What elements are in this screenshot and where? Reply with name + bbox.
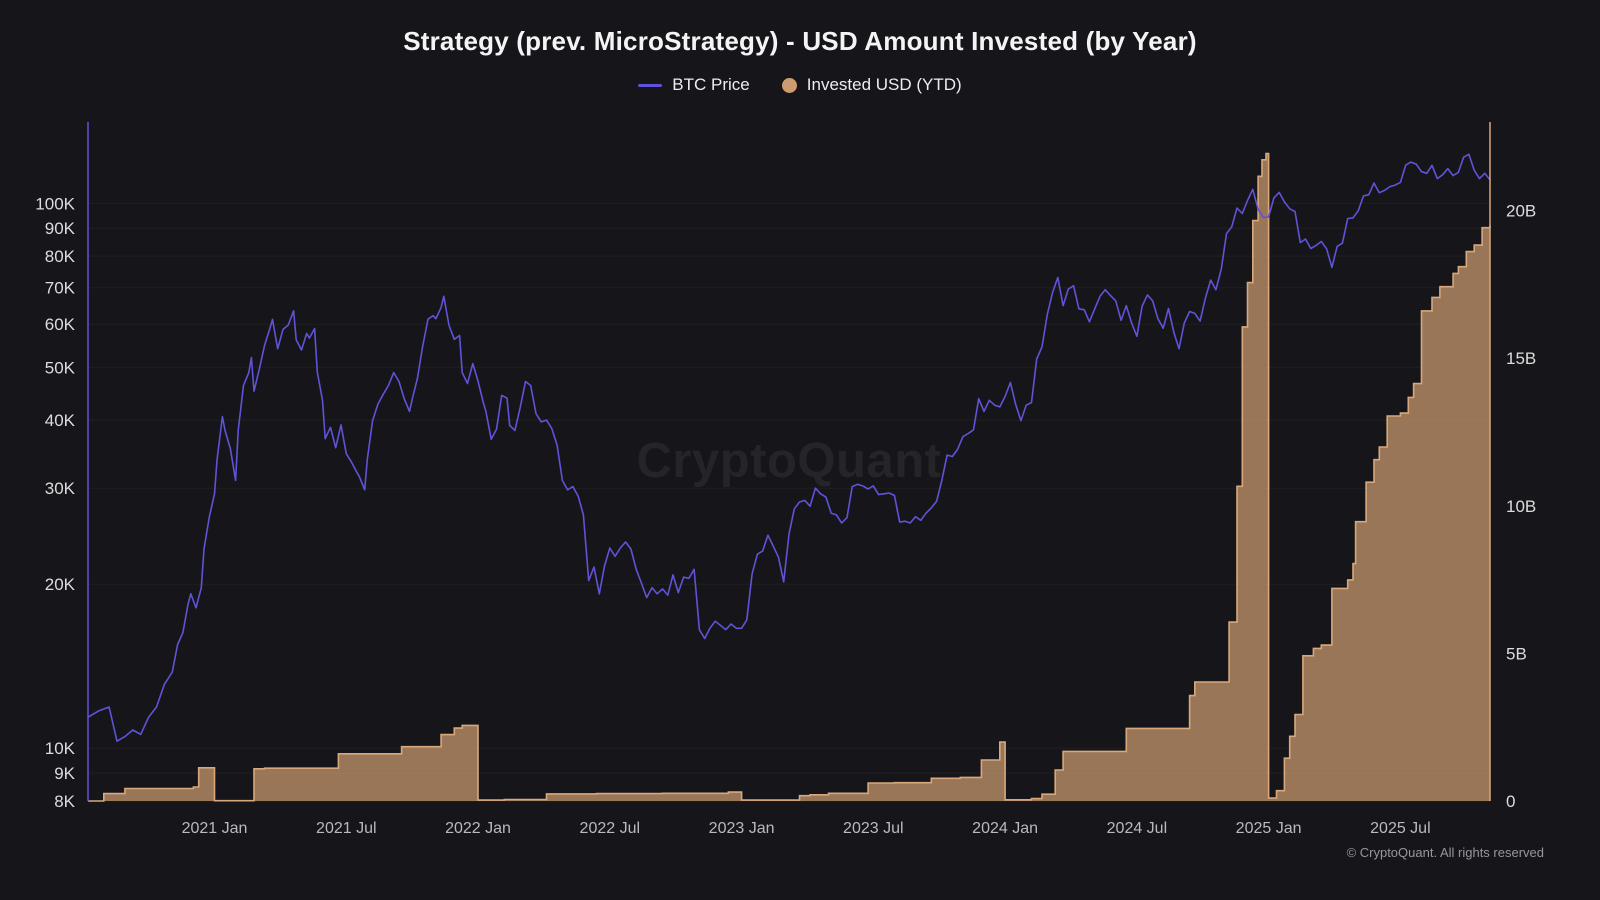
invested-usd-circle-swatch-icon <box>781 77 797 93</box>
left-axis-tick-label: 8K <box>54 792 75 811</box>
x-axis-tick-label: 2021 Jan <box>182 820 248 837</box>
x-axis-tick-label: 2025 Jan <box>1236 820 1302 837</box>
x-axis-tick-label: 2022 Jan <box>445 820 511 837</box>
legend: BTC Price Invested USD (YTD) <box>0 75 1600 95</box>
invested-usd-area-edge <box>88 152 1491 802</box>
left-axis-tick-label: 30K <box>45 479 76 498</box>
left-axis-tick-label: 70K <box>45 279 76 298</box>
left-axis-tick-label: 10K <box>45 739 76 758</box>
left-axis-tick-label: 60K <box>45 315 76 334</box>
left-axis-tick-label: 20K <box>45 575 76 594</box>
right-axis-tick-label: 15B <box>1506 349 1536 368</box>
invested-usd-area <box>88 153 1490 802</box>
left-axis-tick-label: 50K <box>45 358 76 377</box>
left-axis-tick-label: 100K <box>35 194 75 213</box>
legend-label-invested-usd: Invested USD (YTD) <box>806 75 962 94</box>
x-axis-tick-label: 2023 Jul <box>843 820 904 837</box>
x-axis-tick-label: 2023 Jan <box>709 820 775 837</box>
x-axis-tick-label: 2024 Jan <box>972 820 1038 837</box>
legend-item-invested-usd[interactable]: Invested USD (YTD) <box>781 75 962 95</box>
left-axis-tick-label: 80K <box>45 247 76 266</box>
left-axis-tick-label: 90K <box>45 219 76 238</box>
right-axis-tick-label: 10B <box>1506 497 1536 516</box>
x-axis-tick-label: 2022 Jul <box>580 820 641 837</box>
page-title: Strategy (prev. MicroStrategy) - USD Amo… <box>403 26 1197 56</box>
legend-label-btc-price: BTC Price <box>672 75 750 94</box>
btc-price-line-swatch-icon <box>638 83 663 87</box>
left-axis-tick-label: 9K <box>54 764 75 783</box>
x-axis-tick-label: 2024 Jul <box>1107 820 1168 837</box>
copyright-notice: © CryptoQuant. All rights reserved <box>1346 845 1544 860</box>
right-axis-tick-label: 5B <box>1506 644 1527 663</box>
right-axis-tick-label: 20B <box>1506 202 1536 221</box>
btc-price-line <box>87 153 1491 743</box>
legend-item-btc-price[interactable]: BTC Price <box>638 75 750 95</box>
left-axis-tick-label: 40K <box>45 411 76 430</box>
x-axis-tick-label: 2021 Jul <box>316 820 377 837</box>
x-axis-tick-label: 2025 Jul <box>1370 820 1431 837</box>
right-axis-tick-label: 0 <box>1506 792 1515 811</box>
